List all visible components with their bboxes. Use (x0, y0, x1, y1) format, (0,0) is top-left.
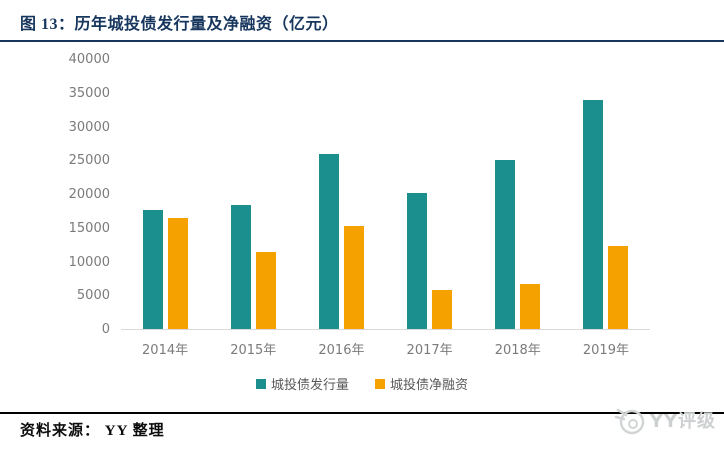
bar-城投债净融资-2014年 (167, 218, 188, 329)
bar-城投债净融资-2018年 (520, 283, 541, 329)
megaphone-icon (614, 408, 645, 435)
y-tick-label: 0 (101, 322, 110, 337)
x-axis-labels: 2014年 2015年 2016年 2017年 2018年 2019年 (121, 339, 650, 358)
x-axis-label: 2018年 (494, 343, 541, 358)
y-tick-label: 15000 (68, 220, 110, 236)
x-axis-label: 2016年 (318, 343, 365, 358)
title-underline (0, 40, 724, 42)
y-tick-label: 5000 (76, 288, 110, 304)
bar-group-2014年 (121, 60, 209, 329)
footer-divider (0, 412, 724, 414)
y-axis-ticks: 0 5000 10000 15000 20000 25000 30000 35000 40000 (0, 52, 110, 337)
x-axis-label: 2014年 (142, 343, 189, 358)
bar-group-2016年 (297, 60, 385, 329)
y-tick-label: 35000 (68, 85, 110, 101)
bar-chart-plot-area (121, 60, 650, 330)
bar-groups (121, 60, 650, 329)
y-tick-label: 25000 (68, 153, 110, 169)
bar-城投债净融资-2015年 (255, 252, 276, 329)
issuance-swatch-icon (255, 378, 266, 389)
legend-item-issuance: 城投债发行量 (255, 374, 349, 393)
data-source-note: 资料来源： YY 整理 (20, 423, 165, 439)
legend-label-issuance: 城投债发行量 (270, 378, 349, 393)
y-tick-label: 30000 (68, 119, 110, 135)
bar-城投债发行量-2018年 (495, 160, 516, 329)
bar-group-2018年 (474, 60, 562, 329)
legend-item-net-financing: 城投债净融资 (375, 374, 468, 393)
bar-group-2017年 (386, 60, 474, 329)
legend-label-net-financing: 城投债净融资 (390, 378, 469, 393)
bar-group-2015年 (209, 60, 297, 329)
bar-group-2019年 (562, 60, 650, 329)
chart-legend: 城投债发行量 城投债净融资 (0, 374, 724, 393)
bar-城投债发行量-2017年 (407, 193, 428, 329)
x-axis-label: 2015年 (230, 343, 277, 358)
brand-watermark: YY评级 (613, 404, 716, 436)
figure-title: 图 13：历年城投债发行量及净融资（亿元） (20, 16, 339, 33)
bar-城投债净融资-2017年 (432, 289, 453, 329)
bar-城投债发行量-2019年 (583, 99, 604, 329)
x-axis-label: 2017年 (406, 343, 453, 358)
bar-城投债发行量-2014年 (142, 209, 163, 329)
net-financing-swatch-icon (375, 378, 385, 389)
y-tick-label: 20000 (68, 187, 110, 202)
y-tick-label: 40000 (68, 52, 110, 67)
bar-城投债净融资-2016年 (343, 226, 364, 329)
x-axis-label: 2019年 (582, 343, 629, 358)
bar-城投债发行量-2016年 (318, 154, 339, 329)
bar-城投债发行量-2015年 (230, 205, 251, 329)
y-tick-label: 10000 (68, 254, 110, 270)
bar-城投债净融资-2019年 (608, 245, 629, 329)
watermark-label: YY评级 (649, 411, 716, 432)
